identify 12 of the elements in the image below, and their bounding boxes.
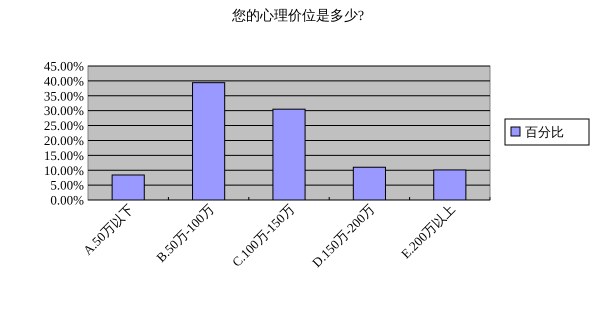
y-tick-label: 10.00% — [44, 162, 84, 178]
y-tick-label: 15.00% — [44, 148, 84, 163]
y-tick-label: 30.00% — [44, 103, 84, 118]
y-tick-label: 5.00% — [50, 178, 84, 193]
y-tick-label: 35.00% — [44, 88, 84, 104]
y-tick-label: 40.00% — [44, 73, 84, 88]
chart-title: 您的心理价位是多少? — [230, 8, 364, 24]
y-tick-label: 45.00% — [44, 58, 84, 74]
y-tick-label: 25.00% — [44, 118, 84, 134]
legend-label: 百分比 — [525, 124, 564, 140]
y-tick-label: 0.00% — [50, 192, 84, 208]
y-tick-label: 20.00% — [44, 132, 84, 148]
